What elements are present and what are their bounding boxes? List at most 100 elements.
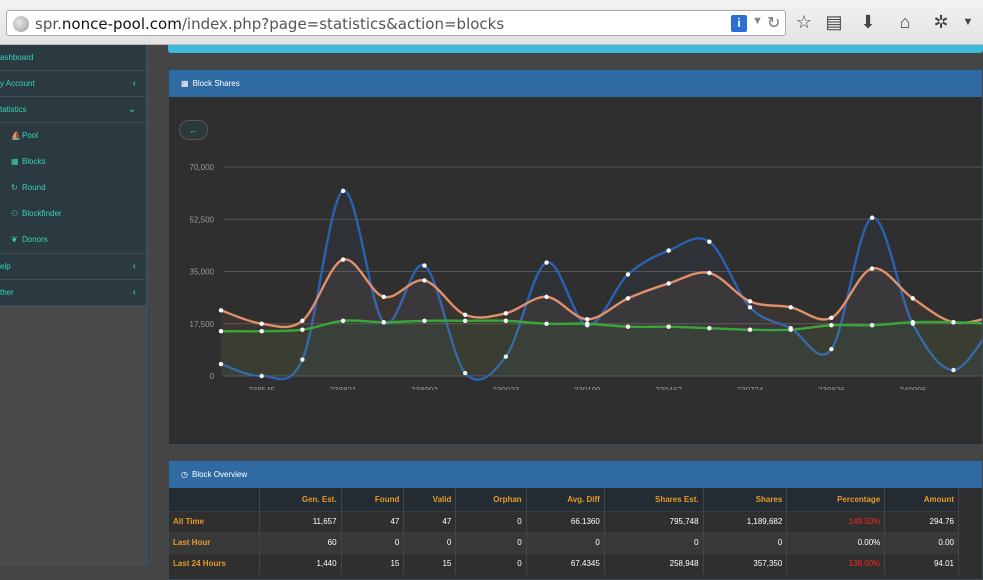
- extension-icon[interactable]: ✲: [933, 12, 949, 32]
- table-cell: 15: [403, 552, 457, 574]
- data-point[interactable]: [951, 367, 956, 373]
- data-point[interactable]: [625, 324, 631, 329]
- data-point[interactable]: [340, 188, 346, 194]
- bookmark-star-icon[interactable]: ☆: [795, 12, 813, 32]
- data-point[interactable]: [422, 278, 427, 283]
- data-point[interactable]: [910, 296, 916, 301]
- data-point[interactable]: [462, 318, 468, 323]
- data-point[interactable]: [747, 305, 753, 310]
- sidebar-item-elp[interactable]: elp ‹: [0, 254, 146, 280]
- data-point[interactable]: [625, 296, 631, 301]
- data-point[interactable]: [503, 311, 509, 316]
- home-icon[interactable]: ⌂: [899, 12, 911, 32]
- data-point[interactable]: [585, 317, 590, 322]
- data-point[interactable]: [462, 312, 468, 317]
- column-header: Percentage: [786, 488, 886, 511]
- data-point[interactable]: [259, 321, 264, 326]
- sidebar-subitem-pool[interactable]: ⛵Pool: [0, 123, 146, 149]
- data-point[interactable]: [788, 327, 793, 332]
- data-point[interactable]: [910, 320, 916, 325]
- data-point[interactable]: [707, 326, 712, 331]
- back-button[interactable]: ←: [179, 120, 208, 140]
- data-point[interactable]: [422, 263, 427, 268]
- browser-toolbar: spr.nonce-pool.com/index.php?page=statis…: [0, 0, 983, 45]
- block-overview-panel: ◷ Block Overview Gen. Est. Found Valid Orpha…: [168, 460, 983, 580]
- download-icon[interactable]: ⬇: [860, 12, 876, 32]
- data-point[interactable]: [381, 320, 386, 325]
- x-tick-label: 238821: [330, 386, 357, 390]
- reading-list-icon[interactable]: ▤: [825, 12, 843, 32]
- data-point[interactable]: [829, 323, 834, 328]
- info-icon[interactable]: i: [731, 15, 747, 32]
- data-point[interactable]: [300, 318, 305, 323]
- column-header: Shares: [703, 488, 788, 511]
- data-point[interactable]: [218, 329, 224, 334]
- data-point[interactable]: [544, 294, 549, 300]
- sidebar-item-tatistics[interactable]: tatistics ⌄: [0, 97, 146, 123]
- column-header: Found: [341, 488, 405, 511]
- data-point[interactable]: [585, 321, 590, 326]
- x-tick-label: 239199: [574, 386, 601, 390]
- data-point[interactable]: [462, 370, 468, 376]
- data-point[interactable]: [747, 299, 753, 304]
- top-strip: [168, 45, 983, 53]
- address-bar[interactable]: spr.nonce-pool.com/index.php?page=statis…: [6, 10, 786, 36]
- sidebar-subitem-donors[interactable]: ❦ Donors: [0, 227, 146, 253]
- data-point[interactable]: [381, 294, 386, 300]
- menu-dropdown-icon[interactable]: ▼: [962, 16, 974, 28]
- globe-icon: [13, 16, 29, 32]
- x-tick-label: 239724: [737, 386, 764, 390]
- data-point[interactable]: [707, 239, 712, 244]
- data-point[interactable]: [869, 215, 875, 220]
- data-point[interactable]: [829, 346, 834, 352]
- data-point[interactable]: [218, 361, 224, 367]
- data-point[interactable]: [340, 257, 346, 262]
- sidebar-subitem-blockfinder[interactable]: ⚇ Blockfinder: [0, 201, 146, 227]
- sidebar-item-ashboard[interactable]: ashboard: [0, 45, 146, 71]
- data-point[interactable]: [829, 315, 834, 320]
- table-cell: 94.01: [884, 552, 959, 574]
- table-cell: 0: [703, 531, 788, 553]
- data-point[interactable]: [422, 318, 427, 323]
- data-point[interactable]: [666, 248, 671, 253]
- pool-icon: ⛵: [11, 131, 21, 140]
- data-point[interactable]: [503, 318, 509, 323]
- data-point[interactable]: [218, 308, 224, 313]
- data-point[interactable]: [259, 373, 264, 379]
- table-header-row: Gen. Est. Found Valid Orphan Avg. Diff Shares…: [169, 488, 959, 511]
- data-point[interactable]: [544, 260, 549, 265]
- sidebar-item-y-account[interactable]: y Account ‹: [0, 71, 146, 97]
- dropdown-arrow-icon[interactable]: ▼: [752, 15, 763, 27]
- data-point[interactable]: [869, 266, 875, 271]
- main-content: ▦ Block Shares ← 0 17,500 35,000 52,500 70,00…: [147, 45, 983, 580]
- data-point[interactable]: [707, 270, 712, 276]
- data-point[interactable]: [300, 357, 305, 362]
- reload-icon[interactable]: ↻: [767, 15, 781, 32]
- data-point[interactable]: [340, 318, 346, 323]
- table-cell: 47: [403, 510, 457, 532]
- row-label: Last Hour: [169, 531, 260, 553]
- sidebar-subitem-round[interactable]: ↻ Round: [0, 175, 146, 201]
- data-point[interactable]: [300, 327, 305, 332]
- data-point[interactable]: [544, 321, 549, 326]
- block-shares-panel: ▦ Block Shares ← 0 17,500 35,000 52,500 70,00…: [168, 69, 983, 445]
- x-tick-label: 239826: [818, 386, 845, 390]
- sidebar-subitem-blocks[interactable]: ▦ Blocks: [0, 149, 146, 175]
- column-header: Avg. Diff: [526, 488, 605, 511]
- sidebar: ashboard y Account ‹ tatistics ⌄ ⛵Pool ▦ Blocks…: [0, 45, 147, 566]
- sidebar-item-ther[interactable]: ther ‹: [0, 280, 146, 306]
- series-area-0: [221, 190, 982, 380]
- data-point[interactable]: [788, 305, 793, 310]
- data-point[interactable]: [869, 323, 875, 328]
- data-point[interactable]: [259, 329, 264, 334]
- clock-icon: ◷: [181, 470, 188, 479]
- url-text[interactable]: spr.nonce-pool.com/index.php?page=statis…: [35, 15, 504, 33]
- sidebar-subitem-label: Round: [22, 183, 46, 192]
- data-point[interactable]: [666, 324, 671, 329]
- data-point[interactable]: [503, 354, 509, 359]
- data-point[interactable]: [625, 272, 631, 277]
- data-point[interactable]: [747, 327, 753, 332]
- data-point[interactable]: [666, 281, 671, 286]
- data-point[interactable]: [951, 320, 956, 325]
- blocks-icon: ▦: [11, 157, 19, 166]
